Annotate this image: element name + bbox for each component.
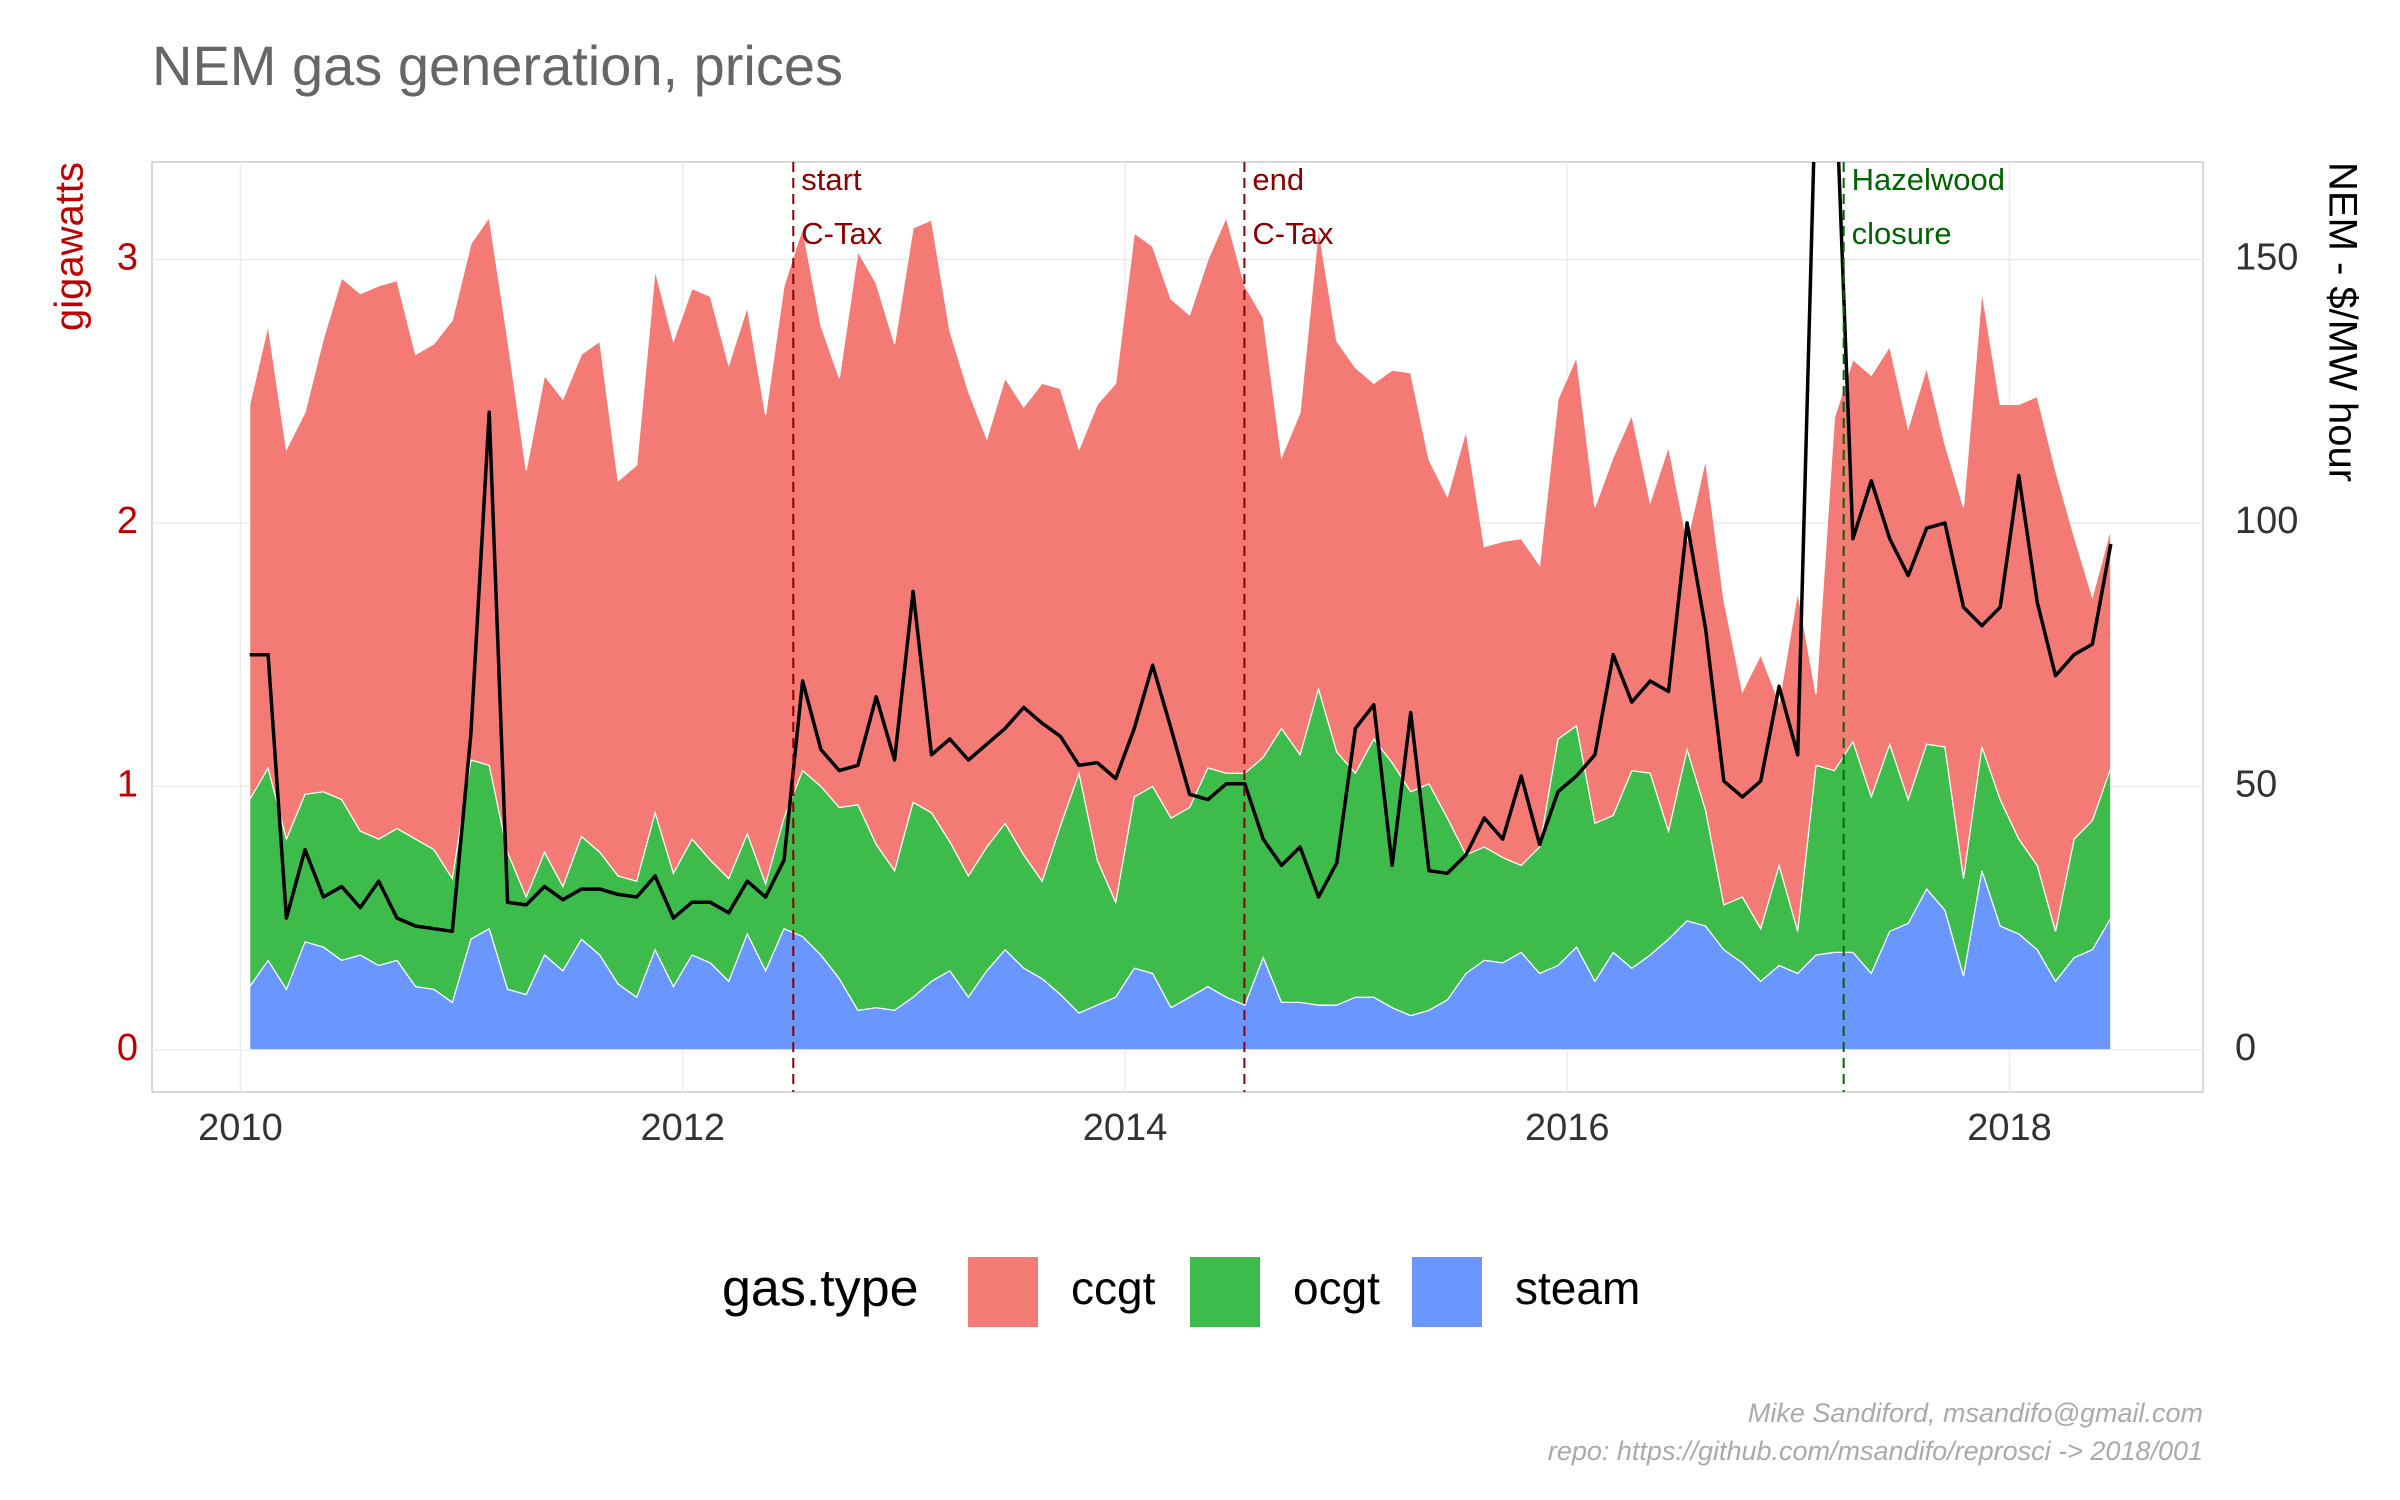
x-tick-label: 2018 bbox=[1967, 1107, 2052, 1149]
y-tick-label: 1 bbox=[117, 763, 138, 805]
caption: Mike Sandiford, msandifo@gmail.com bbox=[1748, 1398, 2203, 1428]
event-label: start bbox=[801, 162, 862, 197]
plot-area bbox=[249, 162, 2113, 1051]
price-line bbox=[249, 162, 2113, 934]
legend-key bbox=[968, 1257, 1038, 1327]
legend-key bbox=[1412, 1257, 1482, 1327]
event-label: Hazelwood bbox=[1852, 162, 2005, 197]
y-tick-label: 0 bbox=[117, 1027, 138, 1069]
x-tick-label: 2012 bbox=[640, 1107, 725, 1149]
event-label: end bbox=[1252, 162, 1304, 197]
event-label: C-Tax bbox=[801, 216, 882, 251]
y-tick-label: 2 bbox=[117, 500, 138, 542]
caption: repo: https://github.com/msandifo/repros… bbox=[1548, 1436, 2203, 1466]
event-label: closure bbox=[1852, 216, 1952, 251]
y2-tick-label: 0 bbox=[2235, 1027, 2256, 1069]
y2-tick-label: 100 bbox=[2235, 500, 2298, 542]
x-tick-label: 2016 bbox=[1525, 1107, 1610, 1149]
x-tick-label: 2014 bbox=[1083, 1107, 1168, 1149]
legend-key bbox=[1190, 1257, 1260, 1327]
y2-tick-label: 150 bbox=[2235, 237, 2298, 279]
chart-title: NEM gas generation, prices bbox=[152, 34, 843, 97]
y-axis-title: gigawatts bbox=[48, 162, 92, 331]
legend-label: ocgt bbox=[1293, 1262, 1380, 1314]
y2-axis-title: NEM - $/MW hour bbox=[2320, 162, 2364, 482]
legend-label: steam bbox=[1515, 1262, 1640, 1314]
legend-label: ccgt bbox=[1071, 1262, 1156, 1314]
y2-tick-label: 50 bbox=[2235, 763, 2277, 805]
legend-title: gas.type bbox=[722, 1260, 919, 1318]
panel-border bbox=[151, 161, 2204, 1093]
y-tick-label: 3 bbox=[117, 237, 138, 279]
x-tick-label: 2010 bbox=[198, 1107, 283, 1149]
area bbox=[249, 215, 2112, 932]
event-label: C-Tax bbox=[1252, 216, 1333, 251]
